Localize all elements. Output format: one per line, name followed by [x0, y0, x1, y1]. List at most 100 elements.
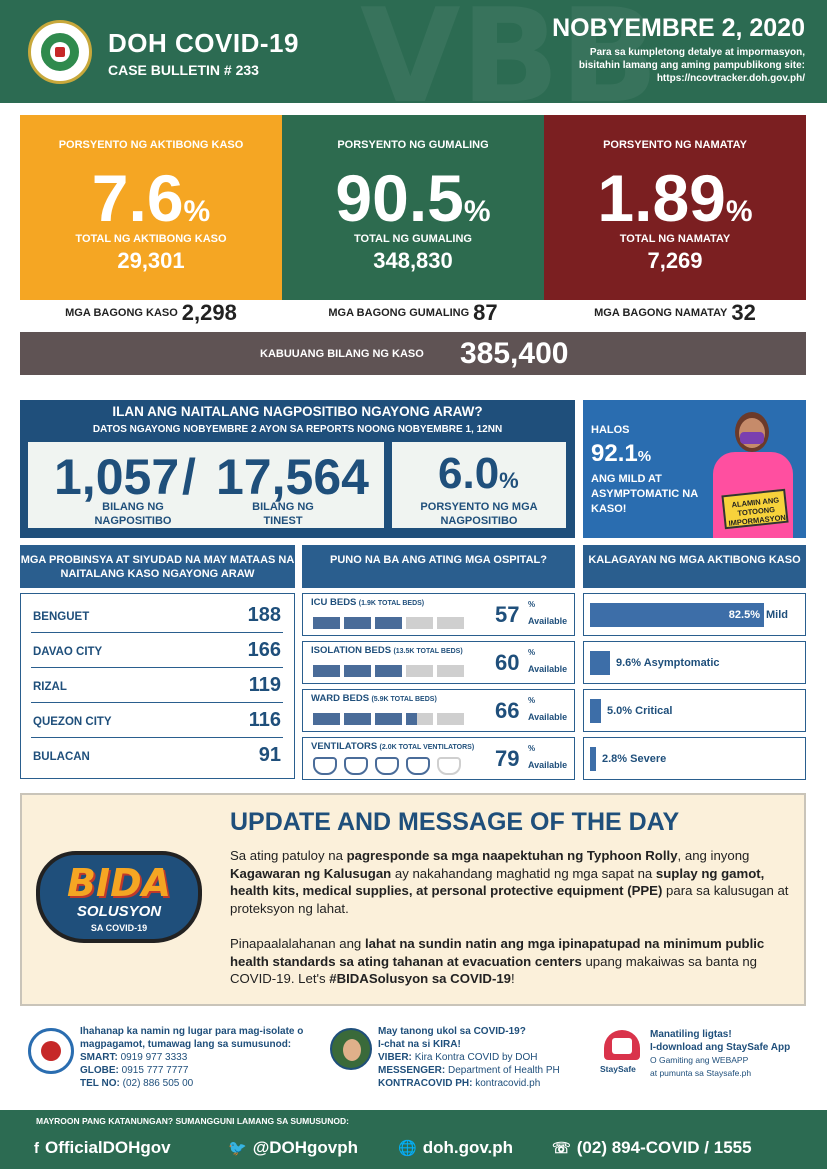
hotline-intro: Ihahanap ka namin ng lugar para mag-isol… — [80, 1026, 304, 1050]
footer-bar: MAYROON PANG KATANUNGAN? SUMANGGUNI LAMA… — [0, 1110, 827, 1169]
globe-number[interactable]: GLOBE: 0915 777 7777 — [80, 1065, 189, 1076]
header-note: Para sa kumpletong detalye at impormasyo… — [475, 46, 805, 85]
staysafe-line: Manatiling ligtas! — [650, 1029, 732, 1040]
total-cases-value: 385,400 — [460, 337, 569, 370]
logo-shield — [36, 851, 202, 943]
phone-link[interactable]: ☏ (02) 894-COVID / 1555 — [552, 1138, 752, 1157]
new-deaths: MGA BAGONG NAMATAY 32 — [594, 300, 756, 325]
positive-count: 1,057 — [54, 449, 180, 505]
staysafe-line[interactable]: I-download ang StaySafe App — [650, 1042, 791, 1053]
severe-bar — [590, 747, 596, 771]
deaths-pct-label: PORSYENTO NG NAMATAY — [603, 139, 747, 151]
ventilators-box: VENTILATORS (2.0K TOTAL VENTILATORS) 79 … — [302, 737, 575, 780]
critical-label: 5.0% Critical — [607, 705, 673, 717]
available-label: Available — [528, 616, 568, 626]
ventilators-label: VENTILATORS (2.0K TOTAL VENTILATORS) — [311, 741, 475, 752]
positivity-rate-label: PORSYENTO NG MGA NAGPOSITIBO — [420, 501, 538, 527]
bed-icon — [406, 617, 433, 629]
bed-icon — [344, 713, 371, 725]
available-label: Available — [528, 760, 568, 770]
tracker-link[interactable]: https://ncovtracker.doh.gov.ph/ — [656, 73, 805, 84]
mild-status-box: 82.5% Mild — [583, 593, 806, 636]
tel-number[interactable]: TEL NO: (02) 886 505 00 — [80, 1078, 194, 1089]
globe-icon: 🌐 — [398, 1140, 417, 1157]
facebook-link[interactable]: f OfficialDOHgov — [34, 1138, 171, 1157]
isolation-available-value: 60 — [495, 650, 520, 675]
positivity-title: ILAN ANG NAITALANG NAGPOSITIBO NGAYONG A… — [112, 404, 483, 419]
header-watermark: VBB — [360, 0, 659, 103]
bed-icon — [313, 665, 340, 677]
staysafe-logo-label: StaySafe — [600, 1064, 636, 1074]
bed-icon — [437, 713, 464, 725]
slash-separator: / — [182, 449, 196, 505]
list-item: BULACAN 91 — [33, 744, 281, 766]
staysafe-line: O Gamiting ang WEBAPP — [650, 1055, 749, 1065]
tested-label: BILANG NG TINEST — [252, 501, 314, 527]
ward-available-value: 66 — [495, 698, 520, 723]
positivity-subtitle: DATOS NGAYONG NOBYEMBRE 2 AYON SA REPORT… — [92, 424, 503, 435]
ventilator-icons — [313, 757, 468, 780]
staysafe-link[interactable]: at pumunta sa Staysafe.ph — [650, 1068, 752, 1078]
viber-contact[interactable]: VIBER: Kira Kontra COVID by DOH — [378, 1052, 538, 1063]
doh-seal-icon — [28, 20, 92, 84]
mild-cases-promo: HALOS 92.1% ANG MILD AT ASYMPTOMATIC NA … — [583, 400, 806, 538]
kira-avatar-icon — [330, 1028, 372, 1070]
recovered-pct-value: 90.5% — [335, 161, 491, 235]
bed-icon — [437, 665, 464, 677]
ventilator-icon — [437, 757, 461, 775]
facebook-icon: f — [34, 1140, 39, 1157]
mild-bar: 82.5% — [590, 603, 764, 627]
positivity-rate-box: 6.0% PORSYENTO NG MGA NAGPOSITIBO — [392, 442, 566, 528]
critical-status-box: 5.0% Critical — [583, 689, 806, 732]
face-mask-icon — [740, 432, 764, 444]
isolation-beds-label: ISOLATION BEDS (13.5K TOTAL BEDS) — [311, 645, 463, 656]
smart-number[interactable]: SMART: 0919 977 3333 — [80, 1052, 188, 1063]
kontracovid-contact[interactable]: KONTRACOVID PH: kontracovid.ph — [378, 1078, 541, 1089]
bed-icon — [344, 665, 371, 677]
promo-text: ANG MILD AT ASYMPTOMATIC NA KASO! — [591, 473, 698, 515]
website-link[interactable]: 🌐 doh.gov.ph — [398, 1138, 514, 1157]
promo-sign: ALAMIN ANG TOTOONG IMPORMASYON — [721, 488, 789, 530]
asymptomatic-status-box: 9.6% Asymptomatic — [583, 641, 806, 684]
kira-line: May tanong ukol sa COVID-19? — [378, 1026, 526, 1037]
ward-beds-label: WARD BEDS (5.9K TOTAL BEDS) — [311, 693, 437, 704]
bed-icon — [437, 617, 464, 629]
mild-label: Mild — [766, 609, 788, 621]
ventilator-icon — [344, 757, 368, 775]
message-paragraph-2: Pinapaalalahanan ang lahat na sundin nat… — [230, 936, 765, 986]
ventilator-icon — [375, 757, 399, 775]
bida-solusyon-logo: BIDA SOLUSYON SA COVID-19 — [30, 843, 208, 951]
deaths-panel: PORSYENTO NG NAMATAY 1.89% TOTAL NG NAMA… — [544, 115, 806, 300]
bed-icon — [375, 617, 402, 629]
phone-icon: ☏ — [552, 1140, 571, 1157]
twitter-icon: 🐦 — [228, 1140, 247, 1157]
twitter-link[interactable]: 🐦 @DOHgovph — [228, 1138, 359, 1157]
kira-line: I-chat na si KIRA! — [378, 1039, 461, 1050]
hospitals-header: PUNO NA BA ANG ATING MGA OSPITAL? — [302, 545, 575, 588]
positivity-rate: 6.0% — [438, 449, 519, 498]
asymptomatic-bar — [590, 651, 610, 675]
ventilator-icon — [406, 757, 430, 775]
tested-count: 17,564 — [216, 449, 369, 505]
message-title: UPDATE AND MESSAGE OF THE DAY — [230, 808, 680, 836]
messenger-contact[interactable]: MESSENGER: Department of Health PH — [378, 1065, 560, 1076]
bed-icons — [313, 664, 468, 682]
bed-icon — [375, 713, 402, 725]
list-item: BENGUET 188 — [31, 598, 283, 633]
recovered-pct-label: PORSYENTO NG GUMALING — [337, 139, 489, 151]
promo-halos: HALOS — [591, 424, 630, 436]
bulletin-date: NOBYEMBRE 2, 2020 — [552, 14, 805, 42]
promo-percentage: 92.1% — [591, 440, 652, 467]
active-cases-panel: PORSYENTO NG AKTIBONG KASO 7.6% TOTAL NG… — [20, 115, 282, 300]
available-label: Available — [528, 664, 568, 674]
total-cases-label: KABUUANG BILANG NG KASO — [260, 348, 424, 360]
kira-chat-info: May tanong ukol sa COVID-19? I-chat na s… — [378, 1025, 598, 1090]
message-paragraph-1: Sa ating patuloy na pagresponde sa mga n… — [230, 848, 789, 916]
new-cases: MGA BAGONG KASO 2,298 — [65, 300, 237, 325]
staysafe-info: Manatiling ligtas! I-download ang StaySa… — [650, 1028, 820, 1080]
bulletin-title: DOH COVID-19 — [108, 28, 299, 58]
list-item: RIZAL 119 — [31, 668, 283, 703]
asymptomatic-label: 9.6% Asymptomatic — [616, 657, 720, 669]
percent-sign: % — [528, 744, 536, 753]
ventilators-available-value: 79 — [495, 746, 520, 771]
